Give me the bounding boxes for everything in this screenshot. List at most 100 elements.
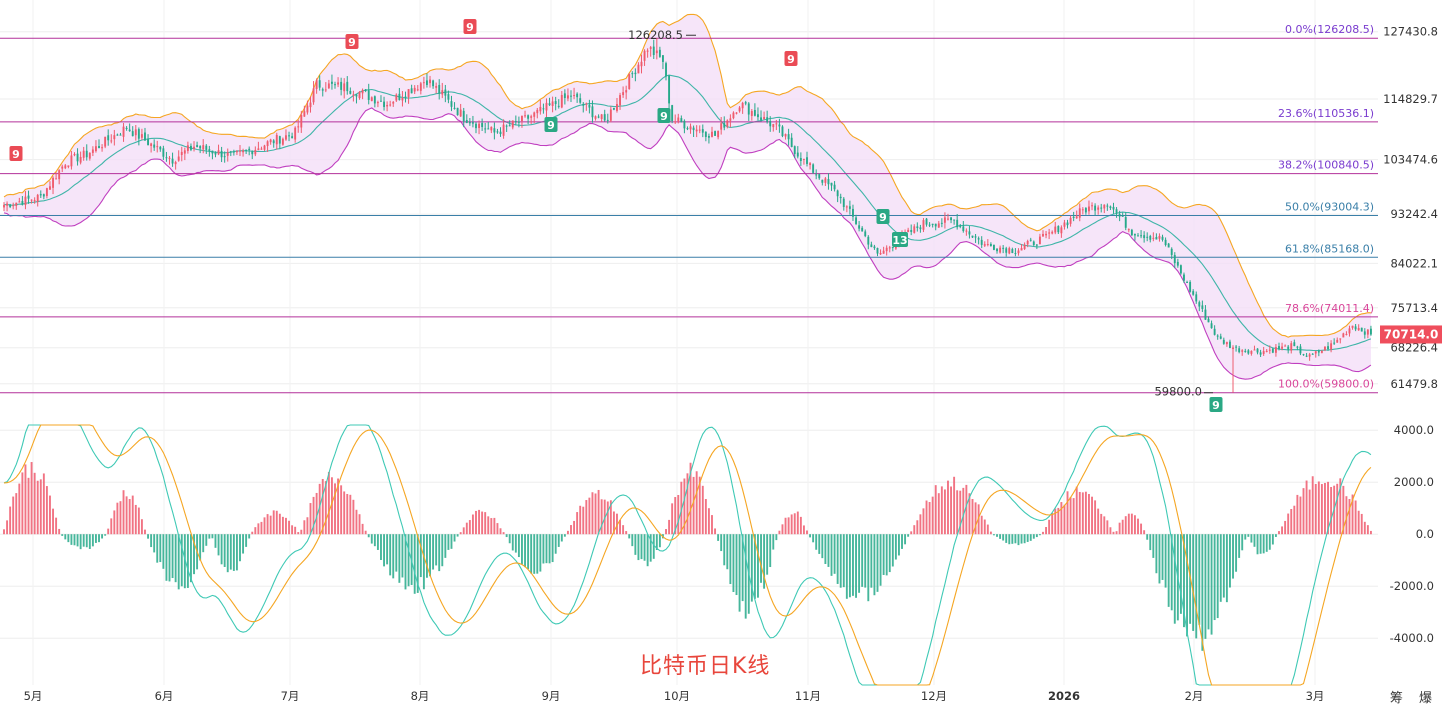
candle-body [517, 121, 520, 123]
macd-bar [214, 534, 217, 548]
macd-bar [263, 517, 266, 535]
macd-bar [913, 525, 916, 535]
candle-body [36, 194, 39, 202]
candle-body [1048, 232, 1051, 234]
candle-body [180, 151, 183, 156]
macd-bar [778, 530, 781, 535]
macd-bar [723, 534, 726, 566]
candle-body [631, 73, 634, 75]
macd-bar [631, 534, 634, 547]
candle-body [928, 224, 931, 226]
macd-bar [560, 534, 563, 542]
macd-bar [370, 534, 373, 544]
candle-body [1317, 350, 1320, 353]
macd-bar [1195, 534, 1198, 639]
candle-body [1023, 244, 1026, 249]
candle-body [753, 110, 756, 116]
macd-bar [413, 534, 416, 594]
macd-bar [545, 534, 548, 564]
candle-body [622, 92, 625, 96]
candle-body [119, 134, 122, 136]
candle-body [882, 250, 885, 254]
macd-bar [655, 534, 658, 550]
candle-body [101, 147, 104, 149]
macd-bar [1225, 534, 1228, 603]
macd-bar [848, 534, 851, 598]
macd-bar [294, 526, 297, 535]
macd-bar [1216, 534, 1219, 619]
td-marker-sell [463, 19, 477, 34]
macd-bar [285, 517, 287, 535]
macd-bar [235, 534, 238, 571]
macd-bar [873, 534, 876, 596]
macd-bar [885, 534, 888, 576]
fibonacci-levels: 0.0%(126208.5) 23.6%(110536.1) 38.2%(10084… [0, 23, 1378, 394]
macd-bar [1115, 531, 1118, 535]
macd-bar [539, 534, 542, 572]
macd-bar [616, 513, 618, 535]
macd-bar [861, 534, 864, 587]
macd-bar [897, 534, 900, 556]
macd-bar [1008, 534, 1011, 545]
macd-bar [401, 534, 404, 578]
candle-body [386, 104, 389, 107]
candle-body [422, 82, 425, 84]
candle-body [1308, 354, 1311, 357]
macd-bar [1017, 534, 1020, 546]
candle-body [766, 117, 769, 122]
macd-bar [1091, 496, 1093, 535]
candle-body [585, 103, 588, 105]
candle-body [1133, 234, 1136, 236]
price-tick-label: 61479.8 [1390, 377, 1438, 391]
month-tick-label: 8月 [411, 689, 430, 703]
candle-body [303, 111, 306, 117]
candle-body [1146, 236, 1149, 238]
candle-body [432, 80, 435, 87]
macd-bar [1045, 527, 1048, 535]
macd-bar [1164, 534, 1167, 588]
td-marker-label: 9 [1212, 399, 1220, 412]
macd-bar [1002, 534, 1005, 541]
candle-body [1063, 222, 1066, 227]
macd-bar [983, 519, 986, 535]
macd-bar [802, 525, 805, 535]
macd-bar [275, 510, 278, 535]
macd-bar [1357, 510, 1360, 535]
macd-bar [349, 494, 352, 535]
macd-bar [524, 534, 526, 568]
td-marker-buy [657, 108, 671, 123]
macd-bar [257, 523, 260, 535]
macd-bar [579, 505, 582, 535]
candle-body [453, 107, 456, 109]
macd-bar [775, 534, 778, 541]
candle-body [1366, 329, 1369, 335]
macd-bar [505, 534, 508, 538]
candle-body [456, 107, 459, 116]
candle-body [140, 134, 143, 138]
candle-body [288, 135, 290, 137]
candle-body [870, 244, 873, 248]
macd-bar [674, 497, 677, 535]
macd-bar [594, 493, 597, 535]
candle-body [1354, 326, 1357, 330]
fib-label: 0.0%(126208.5) [1285, 23, 1374, 36]
macd-bar [1324, 482, 1326, 535]
candle-body [367, 90, 370, 100]
candle-body [223, 156, 226, 158]
candle-body [88, 152, 91, 159]
candle-body [508, 125, 511, 127]
candle-body [285, 135, 287, 140]
macd-bar [772, 534, 775, 550]
candle-body [1327, 346, 1329, 350]
candle-body [401, 97, 404, 101]
time-axis: 5月 6月 7月 8月 9月 10月 11月 12月 2026 2月 3月 [24, 689, 1325, 703]
candle-body [150, 143, 153, 147]
macd-bar [729, 534, 732, 585]
candle-body [1296, 346, 1299, 348]
candle-body [757, 114, 759, 118]
candle-body [1045, 233, 1048, 236]
candle-body [33, 200, 36, 202]
candle-body [76, 153, 79, 162]
candle-body [134, 129, 137, 136]
candle-body [358, 91, 361, 99]
